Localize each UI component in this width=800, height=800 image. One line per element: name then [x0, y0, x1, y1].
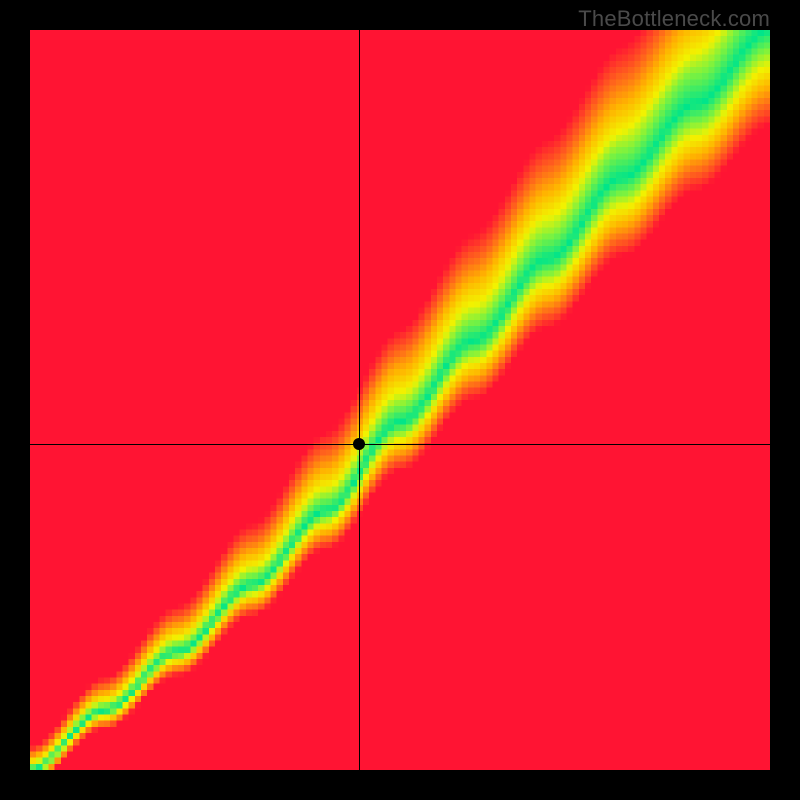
watermark-text: TheBottleneck.com	[578, 6, 770, 32]
plot-area	[30, 30, 770, 770]
bottleneck-heatmap	[30, 30, 770, 770]
selection-marker	[353, 438, 365, 450]
crosshair-horizontal	[30, 444, 770, 445]
chart-container: TheBottleneck.com	[0, 0, 800, 800]
crosshair-vertical	[359, 30, 360, 770]
